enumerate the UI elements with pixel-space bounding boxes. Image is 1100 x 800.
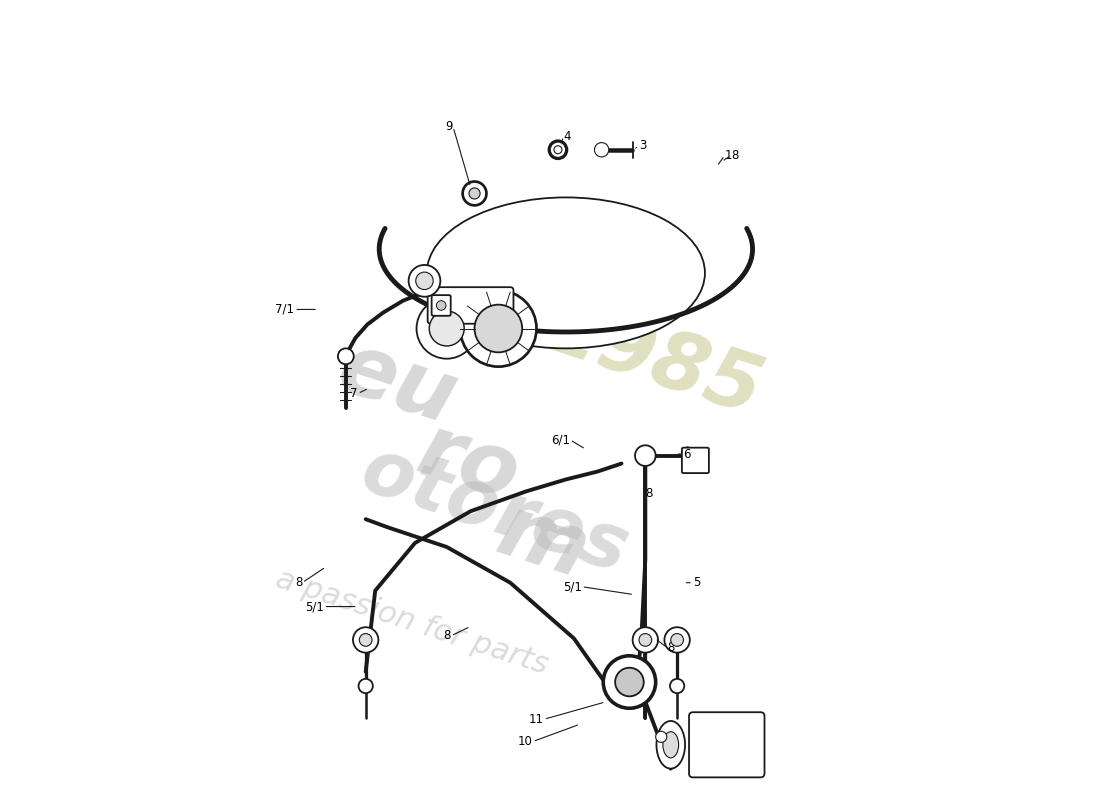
Circle shape — [632, 627, 658, 653]
Circle shape — [417, 298, 477, 358]
Circle shape — [549, 141, 566, 158]
Text: 1: 1 — [725, 149, 733, 162]
Text: 5/1: 5/1 — [305, 600, 323, 613]
Text: 8: 8 — [732, 149, 738, 162]
Ellipse shape — [663, 732, 679, 758]
Ellipse shape — [657, 721, 685, 769]
Circle shape — [360, 634, 372, 646]
Circle shape — [408, 265, 440, 297]
Circle shape — [615, 668, 644, 696]
FancyBboxPatch shape — [682, 448, 708, 473]
FancyBboxPatch shape — [431, 295, 451, 316]
Circle shape — [463, 182, 486, 206]
Text: 10: 10 — [518, 735, 532, 748]
Text: 3: 3 — [639, 139, 647, 152]
Circle shape — [338, 348, 354, 364]
Circle shape — [474, 305, 522, 352]
Circle shape — [670, 679, 684, 693]
FancyBboxPatch shape — [689, 712, 764, 778]
Circle shape — [460, 290, 537, 366]
Circle shape — [635, 446, 656, 466]
Circle shape — [656, 731, 667, 742]
Text: 8: 8 — [443, 630, 451, 642]
Circle shape — [437, 301, 446, 310]
Text: 7: 7 — [350, 387, 358, 400]
Circle shape — [359, 679, 373, 693]
Text: eu: eu — [328, 326, 468, 442]
Text: a passion for parts: a passion for parts — [272, 565, 552, 680]
Text: otores: otores — [351, 434, 637, 589]
Text: 9: 9 — [446, 120, 453, 134]
Circle shape — [639, 634, 651, 646]
Circle shape — [671, 634, 683, 646]
Circle shape — [353, 627, 378, 653]
FancyBboxPatch shape — [428, 287, 514, 324]
Text: 6: 6 — [683, 447, 691, 461]
Text: 8: 8 — [646, 487, 652, 500]
Circle shape — [437, 300, 449, 311]
Text: 5/1: 5/1 — [563, 580, 582, 593]
Circle shape — [416, 272, 433, 290]
Text: 8: 8 — [668, 642, 675, 654]
Circle shape — [469, 188, 480, 199]
Ellipse shape — [427, 198, 705, 348]
Text: 4: 4 — [563, 130, 571, 142]
Circle shape — [638, 679, 652, 693]
Text: 1985: 1985 — [535, 289, 771, 432]
Circle shape — [603, 656, 656, 708]
Circle shape — [429, 311, 464, 346]
Text: m: m — [486, 490, 597, 596]
Text: 8: 8 — [295, 576, 302, 590]
Circle shape — [554, 146, 562, 154]
Text: 6/1: 6/1 — [551, 434, 570, 446]
Text: 7/1: 7/1 — [275, 303, 294, 316]
Text: 2: 2 — [447, 318, 454, 330]
Circle shape — [594, 142, 608, 157]
Circle shape — [664, 627, 690, 653]
Text: 5: 5 — [693, 576, 701, 590]
Text: ro: ro — [407, 408, 529, 518]
Text: 11: 11 — [529, 713, 543, 726]
